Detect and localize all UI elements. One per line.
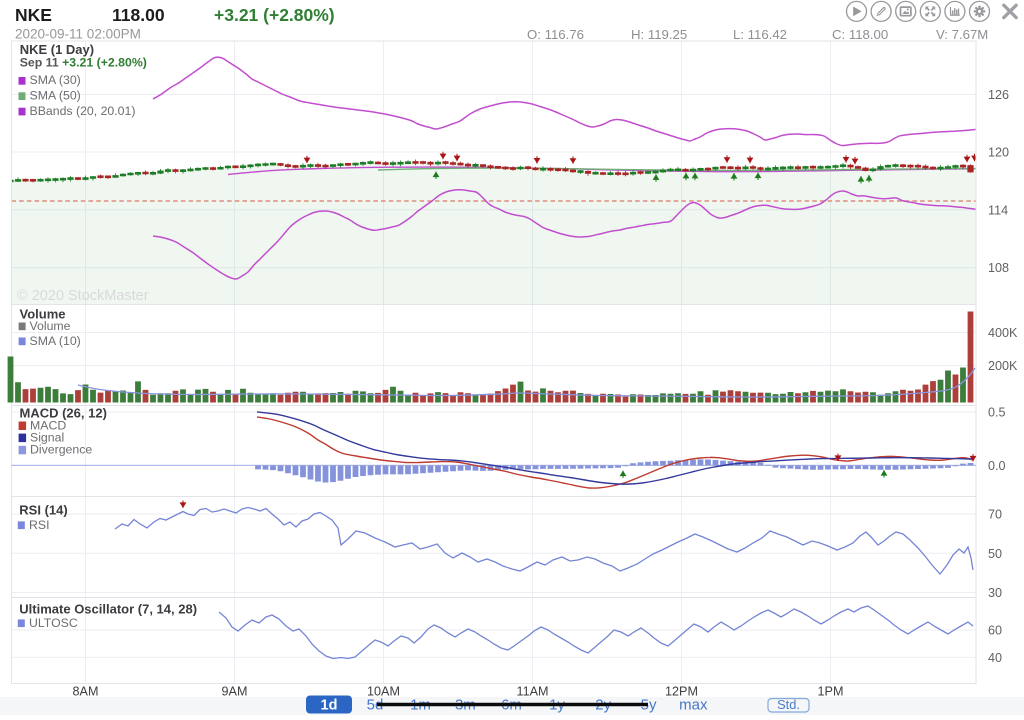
svg-text:Std.: Std. [777, 697, 800, 712]
svg-text:30: 30 [988, 586, 1002, 600]
svg-text:1PM: 1PM [818, 685, 844, 699]
svg-text:0.5: 0.5 [988, 406, 1006, 420]
svg-text:1d: 1d [321, 698, 338, 714]
svg-text:9AM: 9AM [222, 685, 248, 699]
svg-text:10AM: 10AM [367, 685, 400, 699]
svg-text:50: 50 [988, 547, 1002, 561]
svg-text:Volume: Volume [30, 319, 71, 333]
svg-text:V: 7.67M: V: 7.67M [936, 27, 988, 42]
svg-text:118.00: 118.00 [112, 5, 165, 25]
svg-text:Signal: Signal [30, 430, 64, 444]
svg-text:RSI (14): RSI (14) [19, 503, 67, 518]
svg-text:5d: 5d [367, 697, 384, 714]
svg-text:Sep 11 +3.21 (+2.80%): Sep 11 +3.21 (+2.80%) [20, 56, 147, 70]
svg-text:12PM: 12PM [665, 685, 698, 699]
svg-text:Divergence: Divergence [30, 443, 92, 457]
svg-text:BBands (20, 20.01): BBands (20, 20.01) [30, 104, 136, 118]
svg-text:Volume: Volume [20, 307, 66, 322]
svg-text:60: 60 [988, 624, 1002, 638]
svg-text:11AM: 11AM [517, 685, 549, 699]
svg-text:ULTOSC: ULTOSC [29, 616, 78, 630]
svg-text:8AM: 8AM [73, 685, 99, 699]
svg-text:200K: 200K [988, 359, 1018, 373]
svg-text:RSI: RSI [29, 518, 50, 532]
svg-text:MACD (26, 12): MACD (26, 12) [20, 406, 107, 421]
svg-text:SMA (10): SMA (10) [30, 334, 81, 348]
svg-text:Ultimate Oscillator (7, 14, 28: Ultimate Oscillator (7, 14, 28) [19, 602, 197, 617]
svg-text:SMA (50): SMA (50) [30, 89, 81, 103]
svg-text:MACD: MACD [30, 418, 66, 432]
svg-text:0.0: 0.0 [988, 459, 1006, 473]
svg-text:© 2020 StockMaster: © 2020 StockMaster [17, 288, 149, 304]
svg-text:NKE (1 Day): NKE (1 Day) [20, 42, 94, 57]
svg-text:70: 70 [988, 508, 1002, 522]
svg-text:H: 119.25: H: 119.25 [631, 27, 687, 42]
svg-text:+3.21 (+2.80%): +3.21 (+2.80%) [214, 5, 335, 25]
svg-text:120: 120 [988, 146, 1009, 160]
svg-text:O: 116.76: O: 116.76 [527, 27, 584, 42]
svg-text:126: 126 [988, 88, 1009, 102]
svg-text:2020-09-11 02:00PM: 2020-09-11 02:00PM [15, 27, 141, 42]
svg-text:40: 40 [988, 651, 1002, 665]
svg-text:NKE: NKE [15, 5, 52, 25]
svg-text:max: max [679, 697, 708, 714]
svg-text:114: 114 [988, 203, 1008, 217]
svg-text:L: 116.42: L: 116.42 [733, 27, 787, 42]
svg-text:108: 108 [988, 261, 1009, 275]
svg-text:SMA (30): SMA (30) [30, 73, 81, 87]
svg-text:C: 118.00: C: 118.00 [832, 27, 888, 42]
svg-text:400K: 400K [988, 326, 1018, 340]
svg-text:5y: 5y [641, 697, 657, 714]
